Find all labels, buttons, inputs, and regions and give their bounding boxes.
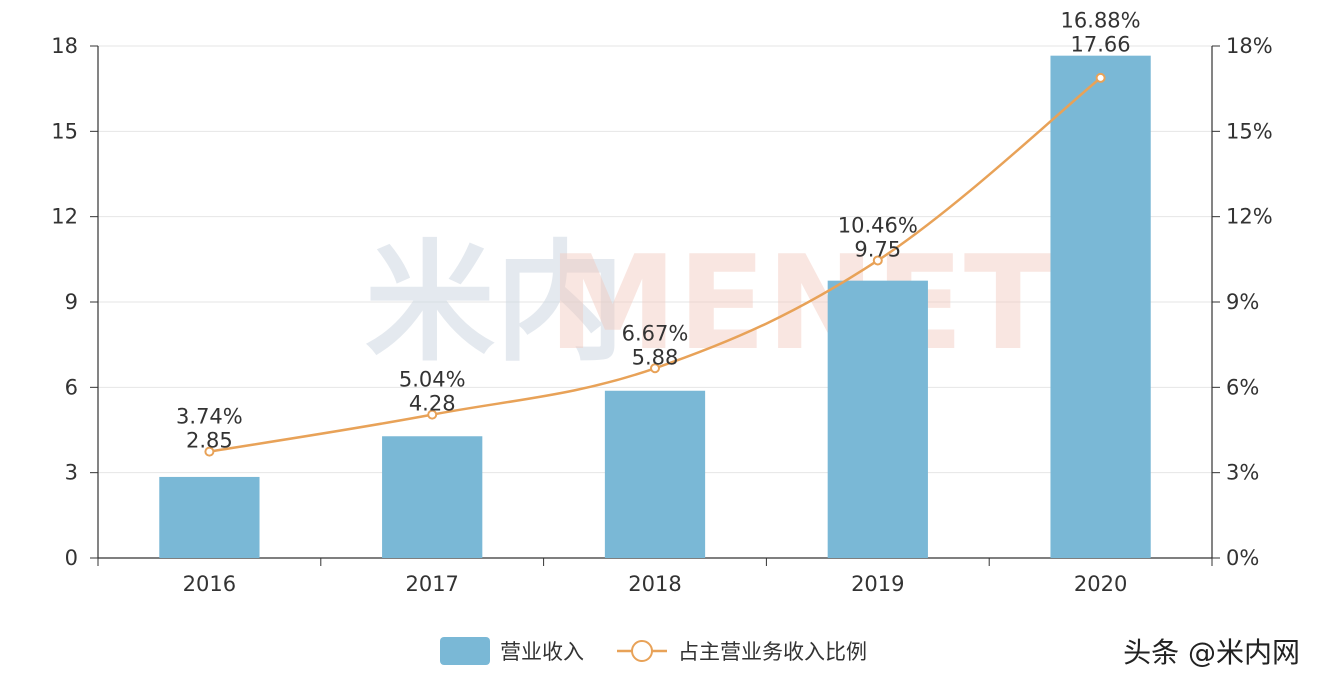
- bar-series: [159, 55, 1151, 558]
- credit-text: 头条 @米内网: [1123, 636, 1300, 669]
- y-left-tick-label: 3: [65, 461, 78, 485]
- bar-data-label: 17.66: [1071, 33, 1131, 57]
- x-tick-label: 2019: [851, 572, 904, 596]
- x-tick-label: 2020: [1074, 572, 1127, 596]
- watermark: 米内 MENET: [365, 227, 1052, 379]
- bar-data-label: 4.28: [409, 392, 456, 416]
- line-data-label: 16.88%: [1061, 9, 1141, 33]
- line-data-label: 10.46%: [838, 213, 918, 237]
- legend-swatch-bar: [440, 637, 490, 665]
- y-left-tick-label: 12: [51, 205, 78, 229]
- line-data-label: 3.74%: [176, 405, 243, 429]
- y-right-tick-label: 9%: [1226, 290, 1259, 314]
- line-point: [1095, 72, 1106, 83]
- bar: [382, 436, 483, 558]
- x-tick-label: 2017: [405, 572, 458, 596]
- line-series: [204, 72, 1106, 457]
- y-right-tick-label: 15%: [1226, 119, 1273, 143]
- bar: [1050, 55, 1151, 558]
- line-data-label: 5.04%: [399, 368, 466, 392]
- x-tick-label: 2018: [628, 572, 681, 596]
- legend: 营业收入 占主营业务收入比例: [440, 637, 867, 665]
- legend-label-line: 占主营业务收入比例: [678, 640, 867, 664]
- bar: [159, 476, 260, 558]
- watermark-en: MENET: [548, 227, 1052, 379]
- y-left-tick-label: 18: [51, 34, 78, 58]
- bar: [827, 280, 928, 558]
- line-point: [872, 255, 883, 266]
- line-data-label: 6.67%: [622, 321, 689, 345]
- line-point: [427, 409, 438, 420]
- y-left-tick-label: 15: [51, 119, 78, 143]
- gridlines: [98, 45, 1212, 474]
- data-labels: 3.74%2.85 5.04%4.28 6.67%5.88 10.46%9.75 16.…: [176, 9, 1141, 453]
- y-right-tick-label: 12%: [1226, 205, 1273, 229]
- bar-data-label: 9.75: [854, 237, 901, 261]
- x-tick-label: 2016: [183, 572, 236, 596]
- axes: 0 3 6 9 12 15 18 0% 3% 6% 9% 12% 15% 18% 2016 2017 2018 2…: [51, 34, 1272, 596]
- watermark-cn: 米内: [365, 227, 625, 379]
- line-point: [204, 446, 215, 457]
- bar-data-label: 5.88: [632, 345, 679, 369]
- y-left-tick-label: 6: [65, 375, 78, 399]
- y-right-tick-label: 6%: [1226, 375, 1259, 399]
- y-right-tick-label: 3%: [1226, 461, 1259, 485]
- legend-swatch-marker: [631, 640, 653, 662]
- y-left-tick-label: 0: [65, 546, 78, 570]
- bar: [604, 390, 706, 558]
- line-point: [650, 363, 660, 374]
- y-right-tick-label: 0%: [1226, 546, 1259, 570]
- y-right-tick-label: 18%: [1226, 34, 1273, 58]
- bar-data-label: 2.85: [186, 429, 233, 453]
- y-left-tick-label: 9: [65, 290, 78, 314]
- legend-label-bar: 营业收入: [500, 640, 584, 664]
